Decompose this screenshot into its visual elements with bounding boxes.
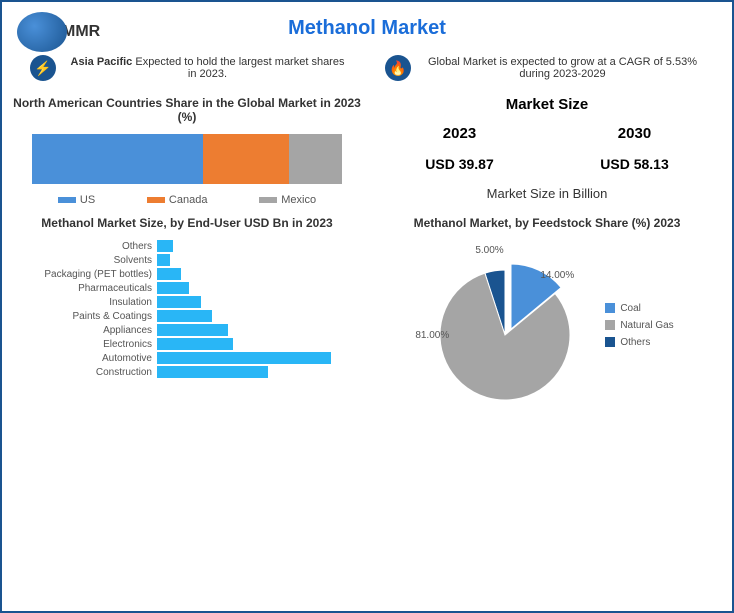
feedstock-chart: Methanol Market, by Feedstock Share (%) …: [372, 216, 722, 410]
hbar-bar: [157, 268, 181, 280]
hbar-row: Electronics: [27, 338, 347, 350]
globe-icon: [17, 12, 67, 52]
hbar-bar: [157, 296, 201, 308]
pie-label: 14.00%: [540, 270, 574, 281]
market-size-panel: Market Size 2023 USD 39.87 2030 USD 58.1…: [372, 96, 722, 206]
hbar-label: Others: [27, 241, 157, 252]
ms-year-1: 2030: [600, 125, 668, 142]
page-title: Methanol Market: [12, 17, 722, 40]
hbar-bar: [157, 324, 228, 336]
hbar-row: Pharmaceuticals: [27, 282, 347, 294]
hbar-label: Pharmaceuticals: [27, 283, 157, 294]
pie-label: 81.00%: [415, 330, 449, 341]
pie-legend-item: Coal: [605, 303, 673, 314]
hbar-row: Appliances: [27, 324, 347, 336]
hbar-bar: [157, 366, 268, 378]
highlight-left-rest: Expected to hold the largest market shar…: [132, 56, 344, 80]
hbar-row: Paints & Coatings: [27, 310, 347, 322]
pie-legend: Coal Natural Gas Others: [605, 297, 673, 354]
pie-chart: 5.00%14.00%81.00%: [420, 240, 590, 410]
ms-val-0: USD 39.87: [425, 156, 493, 172]
legend-item-mexico: Mexico: [259, 194, 316, 206]
market-size-caption: Market Size in Billion: [372, 186, 722, 201]
market-size-title: Market Size: [372, 96, 722, 113]
feedstock-chart-title: Methanol Market, by Feedstock Share (%) …: [372, 216, 722, 230]
hbar-label: Paints & Coatings: [27, 311, 157, 322]
pie-legend-item: Natural Gas: [605, 320, 673, 331]
bolt-icon: ⚡: [30, 55, 56, 81]
hbar-label: Solvents: [27, 255, 157, 266]
highlight-left-text: Asia Pacific Expected to hold the larges…: [66, 56, 350, 80]
hbar-bar: [157, 282, 189, 294]
hbar-bar: [157, 310, 212, 322]
enduser-chart-title: Methanol Market Size, by End-User USD Bn…: [12, 216, 362, 230]
hbar-label: Packaging (PET bottles): [27, 269, 157, 280]
hbar-label: Construction: [27, 367, 157, 378]
logo: MMR: [17, 12, 100, 52]
na-share-chart: North American Countries Share in the Gl…: [12, 96, 362, 206]
ms-year-0: 2023: [425, 125, 493, 142]
stacked-bar-legend: US Canada Mexico: [32, 194, 342, 206]
highlight-right: 🔥 Global Market is expected to grow at a…: [385, 55, 705, 81]
hbar-label: Appliances: [27, 325, 157, 336]
hbar-label: Automotive: [27, 353, 157, 364]
hbar-bar: [157, 240, 173, 252]
hbar-label: Insulation: [27, 297, 157, 308]
hbar-row: Solvents: [27, 254, 347, 266]
highlight-left: ⚡ Asia Pacific Expected to hold the larg…: [30, 55, 350, 81]
content-grid: North American Countries Share in the Gl…: [12, 96, 722, 410]
flame-icon: 🔥: [385, 55, 411, 81]
enduser-chart: Methanol Market Size, by End-User USD Bn…: [12, 216, 362, 410]
highlight-right-text: Global Market is expected to grow at a C…: [421, 56, 705, 80]
market-size-years: 2023 USD 39.87 2030 USD 58.13: [372, 125, 722, 172]
legend-item-us: US: [58, 194, 95, 206]
hbar-bar: [157, 352, 331, 364]
hbar-row: Packaging (PET bottles): [27, 268, 347, 280]
ms-val-1: USD 58.13: [600, 156, 668, 172]
legend-item-canada: Canada: [147, 194, 208, 206]
hbar-row: Others: [27, 240, 347, 252]
highlight-left-bold: Asia Pacific: [71, 56, 133, 68]
stacked-seg-us: [32, 134, 203, 184]
hbar-row: Insulation: [27, 296, 347, 308]
hbar-row: Construction: [27, 366, 347, 378]
stacked-bar: [32, 134, 342, 184]
pie-label: 5.00%: [475, 245, 503, 256]
stacked-seg-canada: [203, 134, 290, 184]
hbar-bar: [157, 254, 170, 266]
highlights-row: ⚡ Asia Pacific Expected to hold the larg…: [12, 55, 722, 81]
stacked-seg-mexico: [289, 134, 342, 184]
hbar-label: Electronics: [27, 339, 157, 350]
hbar-bar: [157, 338, 233, 350]
pie-legend-item: Others: [605, 337, 673, 348]
na-chart-title: North American Countries Share in the Gl…: [12, 96, 362, 124]
logo-text: MMR: [62, 23, 100, 41]
hbar-row: Automotive: [27, 352, 347, 364]
